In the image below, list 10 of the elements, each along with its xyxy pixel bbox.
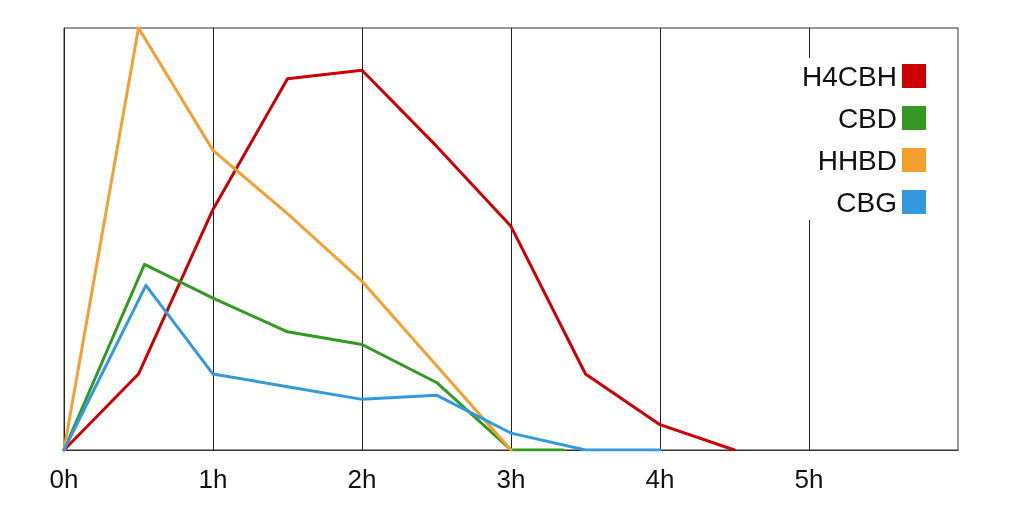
x-tick-label: 4h	[645, 464, 675, 494]
legend-label: H4CBH	[802, 60, 897, 92]
x-tick-label: 5h	[794, 464, 824, 494]
x-tick-label: 3h	[496, 464, 526, 494]
x-tick-label: 1h	[198, 464, 228, 494]
x-tick-label: 2h	[347, 464, 377, 494]
legend-label: CBG	[836, 186, 897, 218]
legend-label: HHBD	[817, 144, 897, 176]
x-tick-label: 0h	[49, 464, 79, 494]
legend-label: CBD	[837, 102, 897, 134]
